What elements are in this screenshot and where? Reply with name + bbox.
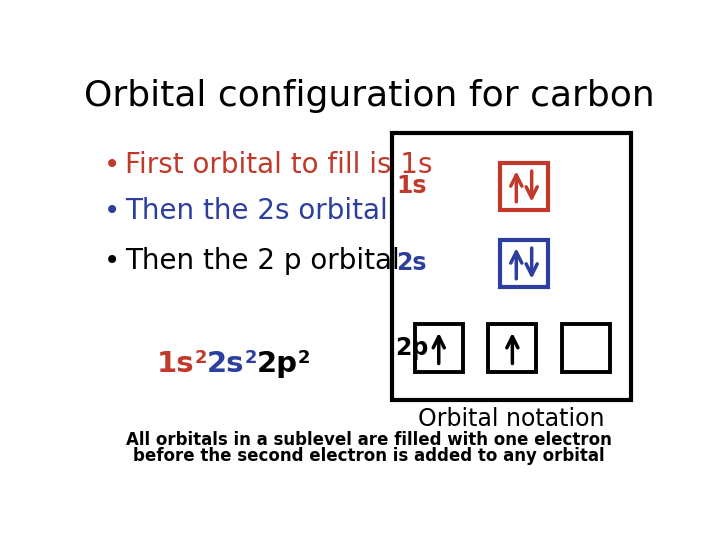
Text: 2: 2 (244, 349, 257, 367)
Bar (392, 132, 631, 400)
Text: Orbital notation: Orbital notation (418, 407, 605, 431)
Text: 2p: 2p (395, 336, 428, 360)
Text: Then the 2 p orbital: Then the 2 p orbital (125, 247, 400, 275)
Text: Orbital configuration for carbon: Orbital configuration for carbon (84, 79, 654, 113)
Text: 2s: 2s (397, 252, 427, 275)
Bar (415, 325, 463, 372)
Text: before the second electron is added to any orbital: before the second electron is added to a… (133, 447, 605, 465)
Text: 2s: 2s (207, 349, 244, 377)
Text: All orbitals in a sublevel are filled with one electron: All orbitals in a sublevel are filled wi… (126, 431, 612, 449)
Text: Then the 2s orbital: Then the 2s orbital (125, 197, 387, 225)
Bar (500, 163, 548, 211)
Text: 2p: 2p (257, 349, 297, 377)
Text: •: • (104, 197, 120, 225)
Bar (500, 240, 548, 287)
Text: 2: 2 (194, 349, 207, 367)
Bar (562, 325, 610, 372)
Text: •: • (104, 247, 120, 275)
Text: 2: 2 (297, 349, 310, 367)
Text: First orbital to fill is 1s: First orbital to fill is 1s (125, 151, 433, 179)
Text: 1s: 1s (156, 349, 194, 377)
Text: •: • (104, 151, 120, 179)
Bar (488, 325, 536, 372)
Text: 1s: 1s (397, 174, 427, 199)
